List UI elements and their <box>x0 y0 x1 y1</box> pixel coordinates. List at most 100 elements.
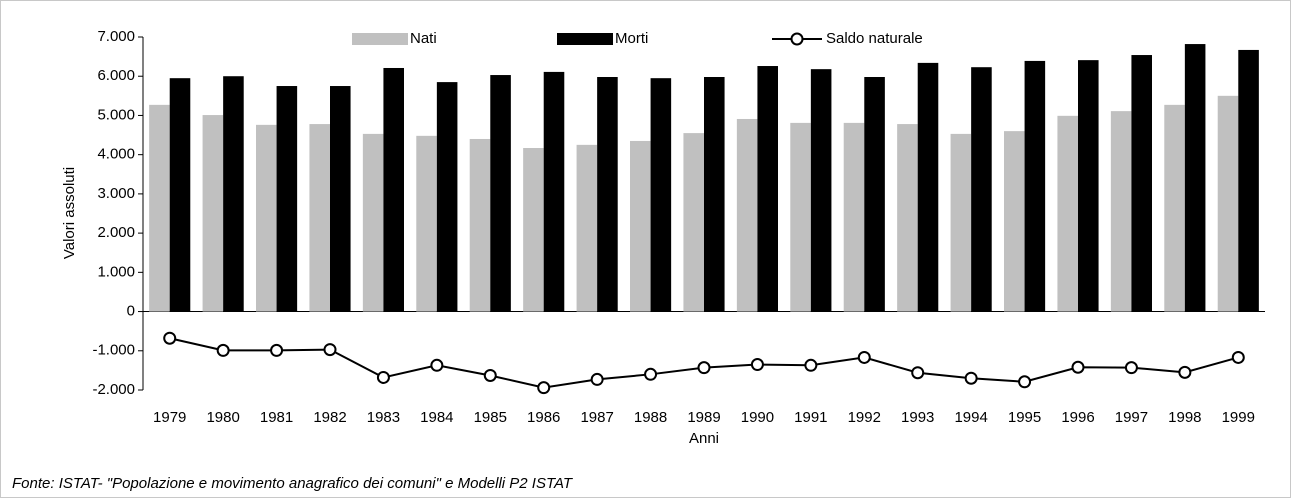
point <box>216 343 230 357</box>
point <box>750 358 764 372</box>
bar <box>843 122 865 312</box>
point <box>270 343 284 357</box>
bar <box>436 82 458 312</box>
legend-label: Nati <box>410 30 437 47</box>
bar <box>897 124 918 312</box>
y-tick-label: 0 <box>127 303 135 320</box>
bar <box>1217 95 1239 312</box>
bar <box>650 78 672 312</box>
bar <box>149 104 170 312</box>
x-tick-label: 1991 <box>794 409 827 426</box>
point <box>323 343 337 357</box>
bar <box>1024 60 1046 312</box>
x-tick-label: 1987 <box>580 409 613 426</box>
x-tick-label: 1985 <box>474 409 507 426</box>
x-tick-label: 1990 <box>741 409 774 426</box>
point <box>1071 360 1085 374</box>
point <box>1178 365 1192 379</box>
bar <box>630 140 651 312</box>
legend-marker <box>790 32 804 46</box>
bar <box>276 86 298 312</box>
bar <box>971 67 992 312</box>
x-tick-label: 1992 <box>848 409 881 426</box>
x-tick-label: 1983 <box>367 409 400 426</box>
x-tick-label: 1999 <box>1222 409 1255 426</box>
point <box>483 368 497 382</box>
bar <box>704 77 725 312</box>
x-tick-label: 1993 <box>901 409 934 426</box>
x-tick-label: 1998 <box>1168 409 1201 426</box>
y-tick-label: 7.000 <box>97 28 135 45</box>
point <box>1124 361 1138 375</box>
bar <box>1238 49 1259 312</box>
x-tick-label: 1981 <box>260 409 293 426</box>
point <box>430 358 444 372</box>
legend-label: Morti <box>615 30 648 47</box>
point <box>911 366 925 380</box>
bar <box>543 71 565 312</box>
bar <box>383 67 404 312</box>
bar <box>576 144 598 312</box>
bar <box>330 86 351 312</box>
x-tick-label: 1979 <box>153 409 186 426</box>
point <box>376 370 390 384</box>
legend-label: Saldo naturale <box>826 30 923 47</box>
x-tick-label: 1996 <box>1061 409 1094 426</box>
bar <box>223 76 244 312</box>
point <box>1231 350 1245 364</box>
y-tick-label: 5.000 <box>97 106 135 123</box>
bar <box>1078 60 1099 312</box>
bar <box>790 122 811 312</box>
point <box>857 350 871 364</box>
y-tick-label: 4.000 <box>97 146 135 163</box>
bar <box>757 66 778 312</box>
bar <box>736 118 758 312</box>
y-tick-label: 3.000 <box>97 185 135 202</box>
bar <box>490 75 511 312</box>
bar <box>1164 104 1185 312</box>
x-tick-label: 1988 <box>634 409 667 426</box>
point <box>537 381 551 395</box>
bar <box>1131 55 1152 312</box>
point <box>697 361 711 375</box>
y-tick-label: -1.000 <box>92 342 135 359</box>
bar <box>416 135 437 312</box>
point <box>1018 375 1032 389</box>
bar <box>864 77 885 312</box>
bar <box>917 62 939 312</box>
y-axis-title: Valori assoluti <box>61 167 78 259</box>
y-tick-label: 6.000 <box>97 67 135 84</box>
y-tick-label: 2.000 <box>97 224 135 241</box>
point <box>964 371 978 385</box>
point <box>163 331 177 345</box>
y-tick-label: 1.000 <box>97 263 135 280</box>
bar <box>1057 115 1078 312</box>
bar <box>523 147 544 312</box>
bar <box>683 133 704 312</box>
bar <box>256 124 277 312</box>
bar <box>469 138 491 312</box>
bar <box>950 133 972 312</box>
legend-swatch <box>352 33 408 45</box>
x-axis-title: Anni <box>689 430 719 447</box>
legend-swatch <box>557 33 613 45</box>
x-tick-label: 1984 <box>420 409 453 426</box>
point <box>590 372 604 386</box>
bar <box>597 77 618 312</box>
bar <box>362 133 384 312</box>
bar <box>810 69 832 312</box>
bar <box>309 124 330 312</box>
x-tick-label: 1980 <box>206 409 239 426</box>
x-tick-label: 1995 <box>1008 409 1041 426</box>
bar <box>169 78 191 312</box>
bar <box>202 115 224 312</box>
x-tick-label: 1997 <box>1115 409 1148 426</box>
x-tick-label: 1982 <box>313 409 346 426</box>
x-tick-label: 1986 <box>527 409 560 426</box>
bar <box>1110 111 1132 312</box>
x-tick-label: 1989 <box>687 409 720 426</box>
x-tick-label: 1994 <box>954 409 987 426</box>
point <box>804 358 818 372</box>
bar <box>1004 131 1025 312</box>
point <box>644 367 658 381</box>
